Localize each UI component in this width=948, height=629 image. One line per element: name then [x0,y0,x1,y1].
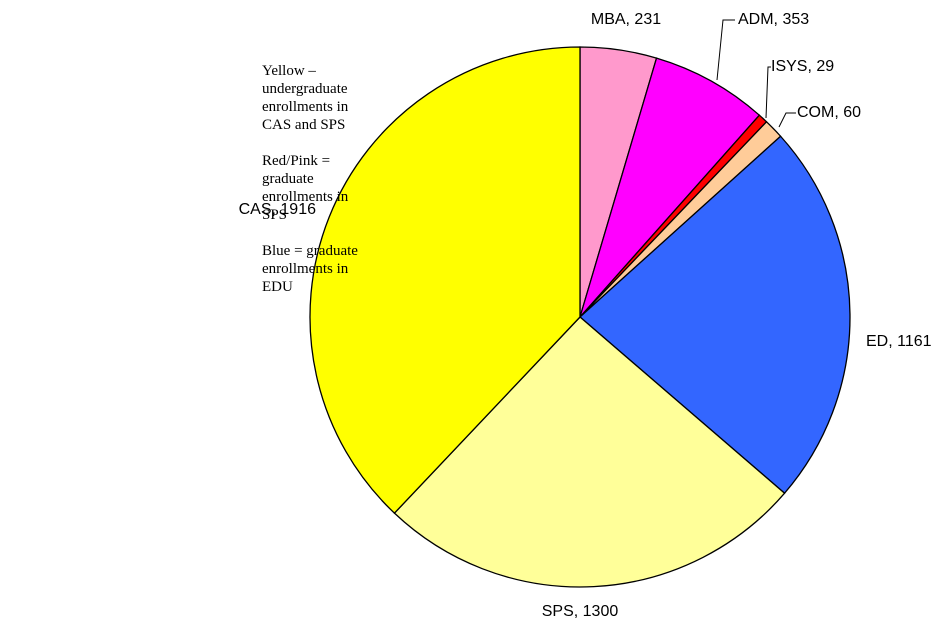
slice-label: ADM, 353 [738,11,809,28]
leader-line [778,112,796,128]
pie-slice [309,46,581,515]
slice-label: COM, 60 [797,104,861,121]
slice-label: CAS, 1916 [239,201,316,218]
pie-slice [579,135,851,495]
pie-slice [393,316,786,588]
slice-label: ISYS, 29 [771,58,834,75]
slice-label: ED, 1161 [866,333,932,350]
slice-label: SPS, 1300 [542,603,619,620]
slice-label: MBA, 231 [591,11,661,28]
note: Blue = graduate enrollments in EDU [262,243,358,295]
leader-line [765,66,771,119]
note: Yellow – undergraduate enrollments in CA… [262,63,349,133]
notes: Yellow – undergraduate enrollments in CA… [262,62,362,314]
leader-line [716,19,735,81]
note: Red/Pink = graduate enrollments in SPS [262,153,349,223]
pie-slice [579,57,761,318]
